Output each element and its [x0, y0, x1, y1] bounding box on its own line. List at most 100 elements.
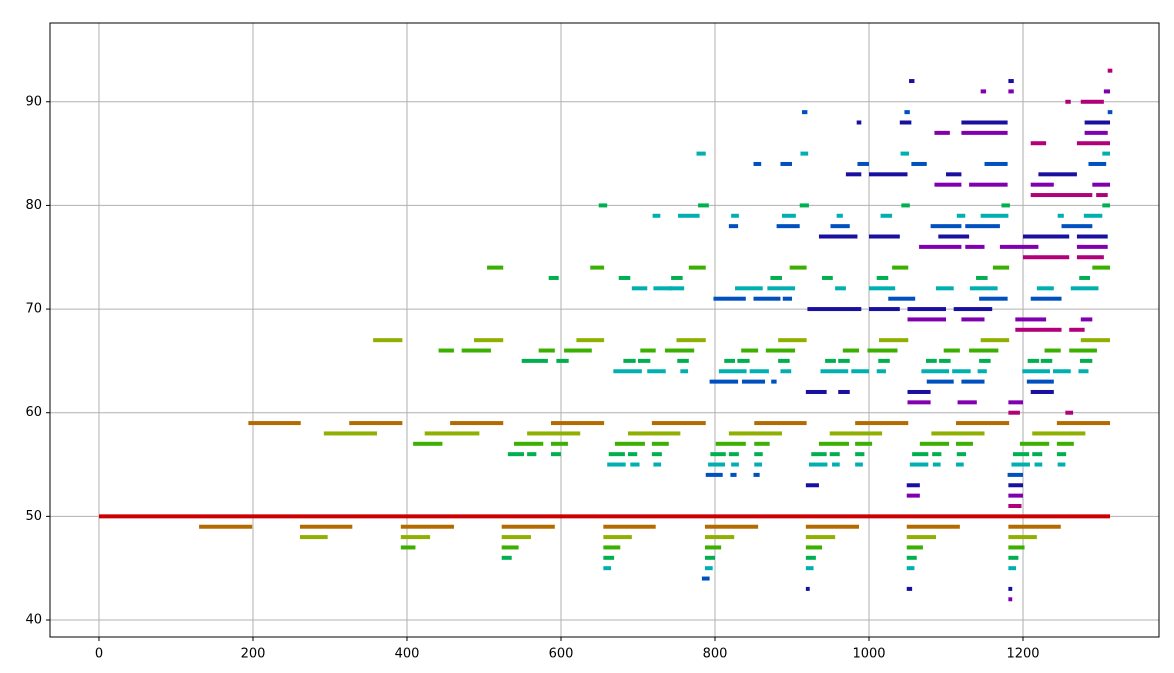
segment — [1008, 503, 1022, 508]
marks — [98, 68, 1113, 602]
segment — [977, 369, 987, 374]
segment — [906, 555, 917, 560]
segment — [1107, 68, 1113, 73]
segment — [979, 358, 991, 363]
segment — [701, 576, 710, 581]
segment — [1069, 327, 1085, 332]
segment — [521, 358, 548, 363]
segment — [1079, 275, 1091, 280]
x-tick-label: 800 — [703, 647, 728, 662]
segment — [608, 452, 625, 457]
segment — [1053, 369, 1071, 374]
segment — [829, 452, 840, 457]
segment — [1057, 462, 1066, 467]
segment — [907, 317, 947, 322]
segment — [501, 535, 531, 540]
segment — [984, 161, 1008, 166]
segment — [501, 555, 512, 560]
segment — [818, 441, 849, 446]
segment — [919, 244, 962, 249]
segment — [876, 369, 886, 374]
segment — [1023, 234, 1070, 239]
segment — [1034, 462, 1043, 467]
segment — [653, 462, 662, 467]
segment — [627, 431, 681, 436]
segment — [909, 462, 929, 467]
segment — [548, 275, 559, 280]
segment — [678, 213, 700, 218]
segment — [715, 441, 746, 446]
segment — [851, 369, 870, 374]
segment — [1008, 545, 1025, 550]
segment — [651, 441, 669, 446]
segment — [1076, 244, 1108, 249]
segment — [1070, 286, 1099, 291]
segment — [838, 389, 850, 394]
segment — [931, 431, 985, 436]
segment — [708, 462, 726, 467]
segment — [961, 379, 985, 384]
y-tick-label: 50 — [25, 509, 42, 524]
segment — [969, 182, 1008, 187]
segment — [623, 358, 636, 363]
segment — [904, 110, 910, 115]
segment — [731, 213, 739, 218]
segment — [1079, 358, 1093, 363]
segment — [248, 421, 301, 426]
segment — [980, 213, 1009, 218]
segment — [832, 462, 840, 467]
segment — [1065, 410, 1074, 415]
segment — [614, 441, 645, 446]
x-tick-label: 600 — [549, 647, 574, 662]
segment — [607, 462, 626, 467]
segment — [1084, 120, 1111, 125]
segment — [906, 483, 920, 488]
segment — [906, 535, 936, 540]
segment — [943, 348, 960, 353]
segment — [671, 275, 683, 280]
segment — [538, 348, 555, 353]
segment — [906, 566, 915, 571]
x-tick-label: 200 — [241, 647, 266, 662]
segment — [1040, 358, 1053, 363]
segment — [1102, 151, 1111, 156]
segment — [1092, 182, 1111, 187]
segment — [969, 286, 998, 291]
segment — [647, 369, 666, 374]
segment — [709, 379, 739, 384]
segment — [1076, 141, 1111, 146]
segment — [754, 462, 762, 467]
segment — [805, 389, 827, 394]
segment — [590, 265, 605, 270]
segment — [730, 472, 737, 477]
segment — [946, 172, 962, 177]
segment — [1038, 172, 1077, 177]
segment — [782, 296, 793, 301]
segment — [728, 452, 739, 457]
grid — [50, 23, 1159, 637]
segment — [487, 265, 504, 270]
segment — [1030, 141, 1047, 146]
segment — [1102, 203, 1111, 208]
segment — [1065, 99, 1071, 104]
segment — [501, 545, 519, 550]
segment — [867, 348, 898, 353]
segment — [776, 224, 800, 229]
segment — [1008, 524, 1061, 529]
segment — [400, 524, 454, 529]
segment — [618, 275, 631, 280]
segment — [603, 545, 621, 550]
segment — [956, 462, 964, 467]
segment — [550, 421, 605, 426]
segment — [698, 203, 709, 208]
segment — [855, 462, 863, 467]
segment — [880, 213, 893, 218]
segment — [627, 452, 638, 457]
segment — [737, 358, 750, 363]
segment — [637, 358, 651, 363]
segment — [527, 431, 581, 436]
segment — [1092, 265, 1111, 270]
segment — [869, 234, 900, 239]
segment — [1008, 89, 1014, 94]
segment — [800, 151, 809, 156]
